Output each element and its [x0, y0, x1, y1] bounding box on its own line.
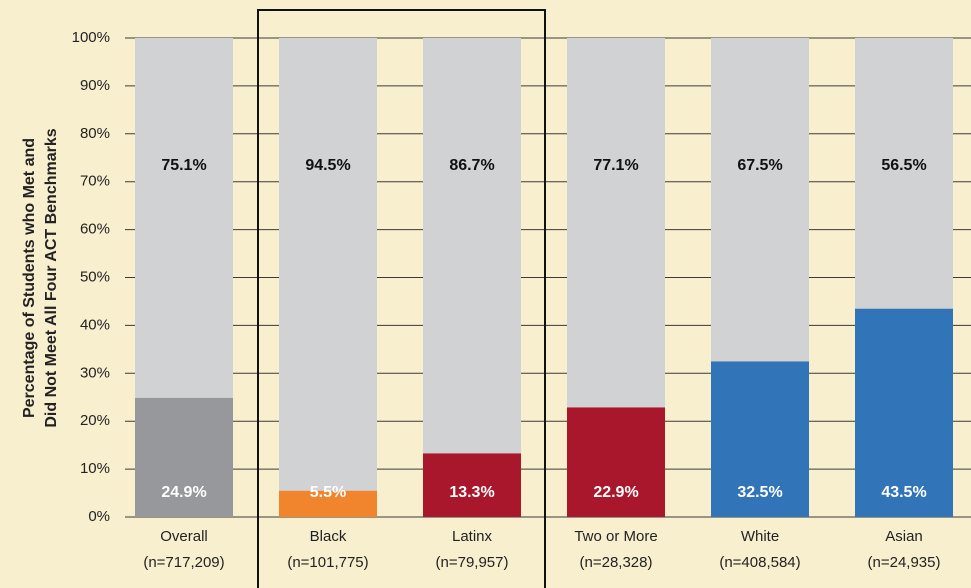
bar-segment	[135, 38, 233, 398]
y-tick-label: 100%	[72, 29, 110, 46]
y-tick-label: 0%	[88, 508, 110, 525]
data-label: 5.5%	[310, 484, 346, 501]
x-tick-sublabel: (n=717,209)	[143, 554, 224, 571]
x-tick-sublabel: (n=408,584)	[719, 554, 800, 571]
y-tick-label: 70%	[80, 173, 110, 190]
bar-segment	[711, 361, 809, 517]
data-label: 75.1%	[161, 157, 206, 174]
data-label: 56.5%	[881, 157, 926, 174]
bar-segment	[279, 38, 377, 491]
x-tick-label: Latinx	[452, 528, 493, 545]
data-label: 22.9%	[593, 484, 638, 501]
y-tick-label: 10%	[80, 460, 110, 477]
bar-segment	[423, 453, 521, 517]
data-label: 77.1%	[593, 157, 638, 174]
bar-segment	[855, 38, 953, 309]
x-tick-label: Black	[310, 528, 347, 545]
data-label: 67.5%	[737, 157, 782, 174]
bar-segment	[279, 490, 377, 517]
data-label: 13.3%	[449, 484, 494, 501]
bar-segment	[567, 38, 665, 408]
x-tick-label: Asian	[885, 528, 923, 545]
x-tick-label: Overall	[160, 528, 208, 545]
y-tick-label: 40%	[80, 316, 110, 333]
highlight-box	[257, 9, 546, 588]
y-tick-label: 20%	[80, 412, 110, 429]
bar-segment	[711, 38, 809, 362]
bar-segment	[567, 407, 665, 517]
y-tick-label: 90%	[80, 77, 110, 94]
y-tick-label: 80%	[80, 125, 110, 142]
y-tick-label: 50%	[80, 268, 110, 285]
data-label: 24.9%	[161, 484, 206, 501]
bars	[135, 38, 953, 517]
y-tick-label: 30%	[80, 364, 110, 381]
x-tick-sublabel: (n=24,935)	[868, 554, 941, 571]
y-axis-label: Did Not Meet All Four ACT Benchmarks	[43, 128, 60, 427]
bar-segment	[135, 397, 233, 517]
x-tick-label: White	[741, 528, 779, 545]
data-label: 43.5%	[881, 484, 926, 501]
x-tick-sublabel: (n=79,957)	[436, 554, 509, 571]
x-tick-label: Two or More	[574, 528, 657, 545]
y-axis-label: Percentage of Students who Met and	[21, 138, 38, 418]
y-tick-label: 60%	[80, 221, 110, 238]
x-tick-sublabel: (n=101,775)	[287, 554, 368, 571]
bar-segment	[855, 308, 953, 517]
x-tick-sublabel: (n=28,328)	[580, 554, 653, 571]
data-label: 86.7%	[449, 157, 494, 174]
grid	[125, 37, 971, 518]
bar-segment	[423, 38, 521, 454]
data-label: 94.5%	[305, 157, 350, 174]
data-label: 32.5%	[737, 484, 782, 501]
